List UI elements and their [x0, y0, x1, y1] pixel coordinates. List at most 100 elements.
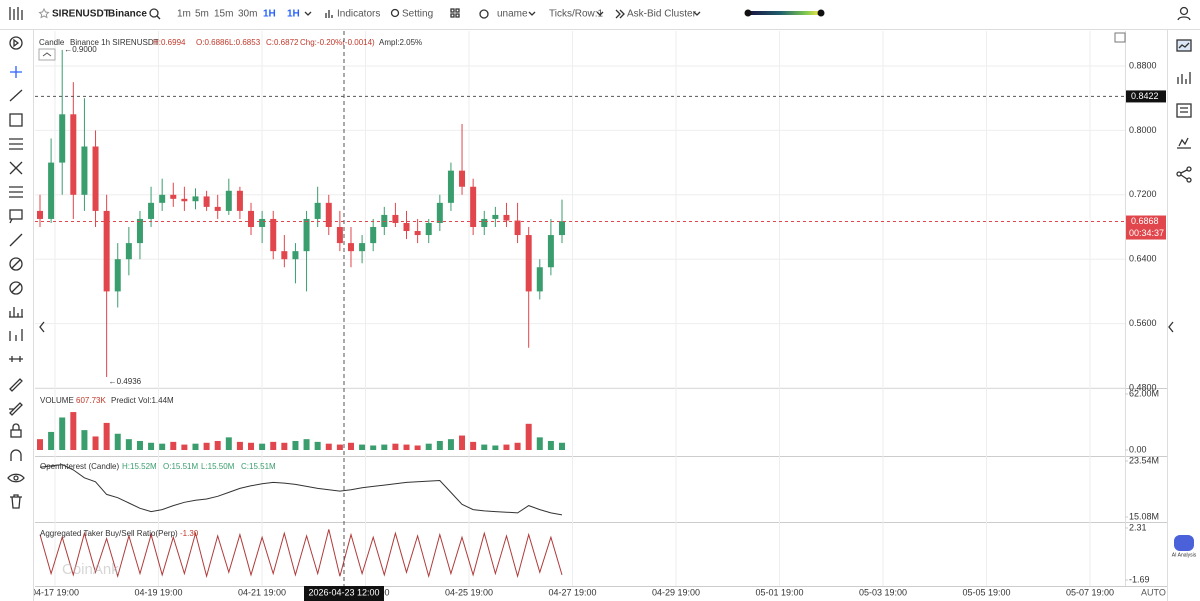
- cluster-icon[interactable]: [615, 9, 625, 19]
- candle-body: [59, 114, 66, 163]
- candle-body: [303, 218, 310, 252]
- indicators-icon[interactable]: [325, 10, 333, 18]
- ratio-last: -1.30: [180, 529, 199, 538]
- favorite-star[interactable]: [38, 7, 50, 19]
- screenshot-button[interactable]: [1114, 32, 1126, 43]
- x-tick-label: 04-25 19:00: [445, 587, 493, 597]
- top-toolbar: SIRENUSDT Binance 1m 5m 15m 30m 1H 1H In…: [0, 0, 1200, 30]
- volume-bar: [481, 444, 488, 450]
- auto-scale[interactable]: AUTO: [1141, 587, 1166, 597]
- candle-body: [370, 227, 377, 244]
- ai-badge[interactable]: AI Analysis: [1172, 552, 1197, 558]
- cluster[interactable]: Ask-Bid Cluster: [627, 9, 697, 20]
- candle-body: [492, 214, 499, 219]
- volume-bar: [370, 445, 377, 450]
- slider-handle[interactable]: [744, 9, 752, 17]
- sidebar-icons[interactable]: [1176, 39, 1192, 183]
- active-interval[interactable]: 1H: [287, 9, 300, 20]
- layout-icon[interactable]: [450, 8, 460, 18]
- dropdown[interactable]: [693, 11, 701, 16]
- legend-item: L:0.6853: [229, 38, 261, 47]
- volume-bar: [136, 440, 143, 450]
- scroll-left[interactable]: [39, 321, 45, 333]
- volume-bar: [381, 444, 388, 450]
- volume-bar: [403, 444, 410, 450]
- account-icon[interactable]: [1177, 6, 1191, 21]
- candle-body: [481, 218, 488, 227]
- legend-item: Binance 1h SIRENUSDT: [70, 38, 159, 47]
- candle-body: [403, 222, 410, 232]
- exchange[interactable]: Binance: [108, 9, 147, 20]
- volume-bar: [292, 440, 299, 450]
- candle-body: [192, 196, 199, 202]
- oi-stat: L:15.50M: [201, 462, 235, 471]
- ratio-line: [39, 529, 563, 579]
- dropdown[interactable]: [528, 11, 536, 16]
- candle-body: [447, 170, 454, 203]
- x-tick-label: 05-05 19:00: [962, 587, 1010, 597]
- volume-bar: [236, 441, 243, 450]
- volume-bar: [392, 443, 399, 450]
- collapse-button[interactable]: [38, 48, 56, 61]
- heatmap-slider[interactable]: [748, 11, 820, 15]
- symbol[interactable]: SIRENUSDT: [52, 9, 110, 20]
- candle-body: [347, 243, 354, 252]
- x-tick-label: 04-19 19:00: [134, 587, 182, 597]
- candle-body: [103, 210, 110, 292]
- user-icon[interactable]: [479, 9, 489, 19]
- user[interactable]: uname: [497, 9, 528, 20]
- last-price-tag: [1126, 215, 1166, 240]
- candle-body: [159, 194, 166, 203]
- collapse-right[interactable]: [1168, 321, 1174, 333]
- candle-body: [236, 190, 243, 211]
- setting[interactable]: Setting: [402, 9, 433, 20]
- logo: [9, 7, 23, 20]
- volume-bar: [347, 442, 354, 450]
- countdown: 00:34:37: [1129, 228, 1164, 238]
- volume-bar: [425, 443, 432, 450]
- ticks-row[interactable]: Ticks/Row:1: [549, 9, 604, 20]
- indicators[interactable]: Indicators: [337, 9, 380, 20]
- x-tick-label: 04-21 19:00: [238, 587, 286, 597]
- ai-icon[interactable]: [1174, 535, 1194, 551]
- interval[interactable]: 5m: [195, 9, 209, 20]
- collapse-chevron[interactable]: [42, 52, 52, 57]
- interval[interactable]: 1H: [263, 9, 276, 20]
- dropdown[interactable]: [596, 11, 604, 16]
- candle-body: [148, 202, 155, 219]
- legend-item: H:0.6994: [153, 38, 186, 47]
- volume-bar: [48, 431, 55, 450]
- interval[interactable]: 15m: [214, 9, 233, 20]
- volume-bar: [159, 443, 166, 450]
- candle-body: [392, 214, 399, 223]
- x-tick-label: 05-01 19:00: [755, 587, 803, 597]
- oi-stat: H:15.52M: [122, 462, 157, 471]
- oi-stat: O:15.51M: [163, 462, 198, 471]
- volume-bar: [547, 440, 554, 450]
- candle-body: [292, 251, 299, 260]
- candle-body: [547, 235, 554, 268]
- candle-body: [559, 221, 565, 236]
- dropdown[interactable]: [304, 11, 312, 16]
- x-tick-label: 05-07 19:00: [1066, 587, 1114, 597]
- volume-bar: [70, 412, 77, 450]
- search-icon[interactable]: [149, 8, 161, 20]
- candle-body: [136, 218, 143, 244]
- interval[interactable]: 1m: [177, 9, 191, 20]
- y-tick-label: 23.54M: [1129, 455, 1159, 465]
- candle-body: [81, 146, 88, 195]
- slider-handle[interactable]: [817, 9, 825, 17]
- alert-tag: [1126, 90, 1166, 103]
- y-tick-label: 0.4800: [1129, 382, 1157, 392]
- candle-body: [436, 202, 443, 223]
- candle-body: [525, 235, 532, 292]
- tool-icons[interactable]: [7, 36, 25, 509]
- x-tick-label: 05-03 19:00: [859, 587, 907, 597]
- interval[interactable]: 30m: [238, 9, 257, 20]
- y-tick-label: 0.8800: [1129, 60, 1157, 70]
- candle-body: [37, 210, 43, 219]
- candle-body: [170, 194, 177, 199]
- volume-bar: [103, 422, 110, 450]
- setting-icon[interactable]: [390, 8, 400, 18]
- panel-title: Aggregated Taker Buy/Sell Ratio(Perp): [40, 529, 178, 538]
